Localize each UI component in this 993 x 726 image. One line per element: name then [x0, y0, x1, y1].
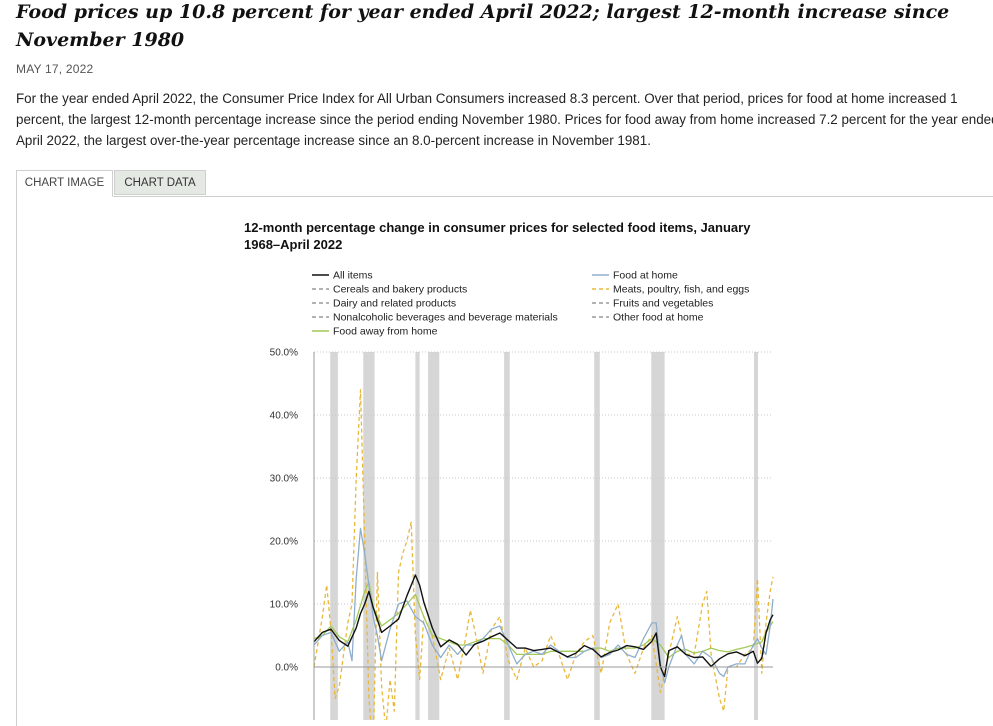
series-line-food-at-home [313, 527, 774, 684]
legend-label: Nonalcoholic beverages and beverage mate… [333, 312, 558, 324]
recession-band-5 [594, 352, 600, 720]
recession-band-0 [330, 352, 338, 720]
article-date: MAY 17, 2022 [16, 62, 94, 76]
legend-label: Dairy and related products [333, 298, 456, 310]
series-line-meats-poultry-fish-and-eggs [313, 389, 774, 720]
y-axis-ticks: 50.0%40.0%30.0%20.0%10.0%0.0%-10.0% [270, 348, 298, 674]
y-tick-label: 40.0% [270, 411, 298, 422]
legend-label: Food at home [613, 270, 678, 282]
legend-label: Fruits and vegetables [613, 298, 713, 310]
y-tick-label: 10.0% [270, 600, 298, 611]
legend-label: All items [333, 270, 373, 282]
recession-bands [330, 352, 758, 720]
chart-legend: All items Cereals and bakery products Dair… [312, 270, 749, 338]
series-lines [313, 389, 774, 720]
y-tick-label: 30.0% [270, 474, 298, 485]
recession-band-2 [415, 352, 420, 720]
recession-band-1 [363, 352, 375, 720]
y-tick-label: 0.0% [275, 663, 298, 674]
chart-tabs: CHART IMAGE CHART DATA [16, 170, 993, 197]
legend-label: Other food at home [613, 312, 704, 324]
recession-band-6 [651, 352, 665, 720]
tab-chart-image[interactable]: CHART IMAGE [16, 170, 113, 197]
y-tick-label: 20.0% [270, 537, 298, 548]
grid-lines [314, 351, 773, 668]
series-line-all-items [313, 574, 774, 678]
legend-label: Meats, poultry, fish, and eggs [613, 284, 749, 296]
recession-band-7 [753, 352, 758, 720]
recession-band-4 [504, 352, 510, 720]
series-line-food-away-from-home [313, 581, 774, 659]
article-intro: For the year ended April 2022, the Consu… [16, 91, 993, 148]
recession-band-3 [428, 352, 440, 720]
chart-title: 12-month percentage change in consumer p… [244, 220, 751, 252]
legend-label: Cereals and bakery products [333, 284, 467, 296]
tab-chart-data[interactable]: CHART DATA [114, 170, 206, 195]
chart-panel [16, 196, 993, 726]
y-tick-label: 50.0% [270, 348, 298, 359]
article-headline: Food prices up 10.8 percent for year end… [16, 1, 950, 51]
legend-label: Food away from home [333, 326, 438, 338]
